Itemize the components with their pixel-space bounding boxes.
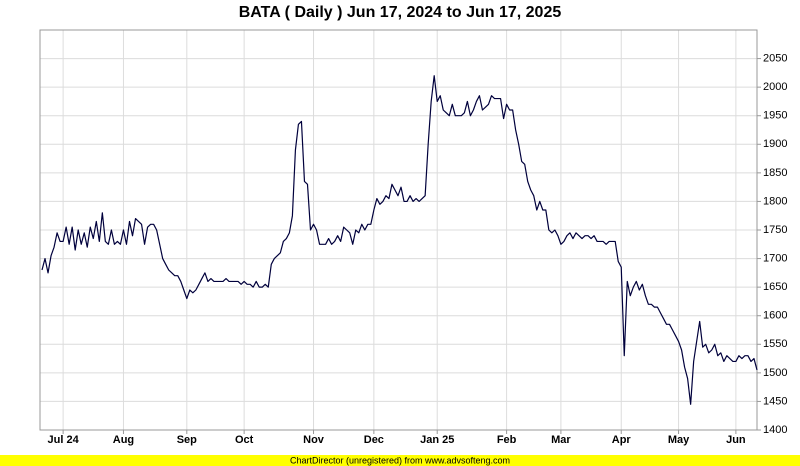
x-tick-label: Apr <box>612 434 632 446</box>
footer-band <box>0 455 800 466</box>
y-tick-label: 1950 <box>763 110 787 122</box>
x-tick-label: Oct <box>235 434 254 446</box>
y-tick-label: 1600 <box>763 310 787 322</box>
y-tick-label: 1750 <box>763 224 787 236</box>
y-tick-label: 1500 <box>763 367 787 379</box>
y-tick-label: 1450 <box>763 395 787 407</box>
footer: ChartDirector (unregistered) from www.ad… <box>290 455 510 465</box>
x-tick-label: Jul 24 <box>48 434 80 446</box>
y-tick-label: 1400 <box>763 424 787 436</box>
x-tick-label: Mar <box>551 434 571 446</box>
x-tick-label: Jan 25 <box>420 434 454 446</box>
x-tick-label: Dec <box>364 434 384 446</box>
y-tick-label: 2000 <box>763 81 787 93</box>
y-tick-label: 1900 <box>763 138 787 150</box>
x-tick-label: Feb <box>497 434 517 446</box>
grid <box>40 30 757 431</box>
chart-title: BATA ( Daily ) Jun 17, 2024 to Jun 17, 2… <box>239 4 562 21</box>
price-line <box>41 75 758 405</box>
y-tick-label: 1800 <box>763 195 787 207</box>
x-tick-label: Sep <box>177 434 197 446</box>
y-tick-label: 1850 <box>763 167 787 179</box>
x-tick-label: May <box>668 434 690 446</box>
y-tick-label: 2050 <box>763 52 787 64</box>
y-tick-label: 1550 <box>763 338 787 350</box>
x-tick-label: Aug <box>113 434 134 446</box>
x-tick-label: Nov <box>303 434 325 446</box>
y-tick-label: 1700 <box>763 252 787 264</box>
x-tick-label: Jun <box>726 434 746 446</box>
y-tick-label: 1650 <box>763 281 787 293</box>
